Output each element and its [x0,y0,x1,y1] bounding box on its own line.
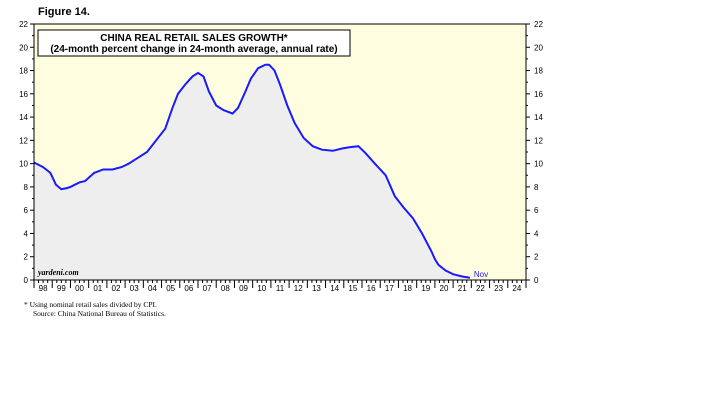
x-tick-label: 13 [312,284,321,293]
x-tick-label: 23 [494,284,503,293]
watermark: yardeni.com [37,268,79,277]
y-tick-label-left: 10 [19,160,28,169]
y-tick-label-right: 16 [534,90,543,99]
footnote: * Using nominal retail sales divided by … [24,300,166,318]
last-point-label: Nov [474,270,488,279]
x-tick-label: 08 [221,284,230,293]
x-tick-label: 03 [130,284,139,293]
y-tick-label-right: 12 [534,136,543,145]
y-tick-label-left: 0 [24,276,29,285]
x-tick-label: 11 [276,284,285,293]
y-tick-label-right: 10 [534,160,543,169]
x-tick-label: 00 [75,284,84,293]
y-tick-label-right: 14 [534,113,543,122]
figure-label: Figure 14. [38,6,90,18]
x-tick-label: 05 [166,284,175,293]
y-tick-label-left: 22 [19,20,28,29]
x-tick-label: 99 [57,284,66,293]
y-tick-label-left: 6 [24,206,29,215]
x-tick-label: 15 [348,284,357,293]
y-tick-label-right: 8 [534,183,539,192]
x-axis: 98 99 00 01 02 03 04 05 06 07 08 09 10 11 12 13 14 15 16 17… [33,280,527,293]
title-box [37,29,351,57]
x-tick-label: 98 [39,284,48,293]
y-tick-label-left: 8 [24,183,29,192]
y-tick-label-left: 16 [19,90,28,99]
y-tick-label-left: 20 [19,43,28,52]
x-tick-label: 07 [203,284,212,293]
y-tick-label-left: 12 [19,136,28,145]
y-tick-label-right: 22 [534,20,543,29]
y-tick-label-left: 18 [19,67,28,76]
x-tick-label: 19 [421,284,430,293]
series-area [34,64,470,280]
x-tick-label: 20 [440,284,449,293]
y-tick-label-left: 14 [19,113,28,122]
x-tick-label: 14 [330,284,339,293]
y-tick-label-right: 6 [534,206,539,215]
x-tick-label: 10 [257,284,266,293]
x-tick-label: 06 [184,284,193,293]
x-tick-label: 22 [476,284,485,293]
y-tick-label-right: 18 [534,67,543,76]
x-tick-label: 16 [367,284,376,293]
x-tick-label: 04 [148,284,157,293]
plot-frame [33,23,527,281]
series-line [33,63,471,279]
x-tick-label: 17 [385,284,394,293]
x-tick-label: 18 [403,284,412,293]
x-tick-label: 21 [458,284,467,293]
y-tick-label-right: 2 [534,253,539,262]
y-tick-label-right: 0 [534,276,539,285]
x-tick-label: 01 [93,284,102,293]
y-tick-label-right: 20 [534,43,543,52]
y-tick-label-left: 4 [24,229,29,238]
chart-title: CHINA REAL RETAIL SALES GROWTH* [100,33,288,44]
y-tick-label-right: 4 [534,229,539,238]
y-axis-left: 0 2 4 6 8 10 12 14 16 18 20 22 [19,20,34,285]
footnote-line-2: Source: China National Bureau of Statist… [33,309,166,318]
x-tick-label: 12 [294,284,303,293]
x-tick-label: 24 [512,284,521,293]
footnote-line-1: * Using nominal retail sales divided by … [24,300,157,309]
x-tick-label: 09 [239,284,248,293]
chart-subtitle: (24-month percent change in 24-month ave… [50,44,337,55]
x-tick-label: 02 [112,284,121,293]
y-axis-right: 0 2 4 6 8 10 12 14 16 18 20 22 [526,20,543,285]
y-tick-label-left: 2 [24,253,29,262]
